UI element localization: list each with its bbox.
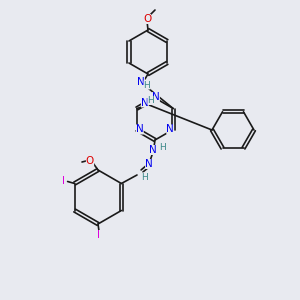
Text: O: O bbox=[86, 156, 94, 166]
Text: H: H bbox=[144, 80, 150, 89]
Text: H: H bbox=[160, 142, 167, 152]
Text: N: N bbox=[166, 124, 174, 134]
Text: N: N bbox=[145, 159, 153, 169]
Text: O: O bbox=[143, 14, 151, 24]
Text: N: N bbox=[152, 92, 160, 102]
Text: N: N bbox=[141, 98, 149, 107]
Text: H: H bbox=[142, 172, 148, 182]
Text: N: N bbox=[137, 77, 145, 87]
Text: H: H bbox=[147, 96, 154, 105]
Text: N: N bbox=[136, 124, 144, 134]
Text: I: I bbox=[62, 176, 65, 187]
Text: N: N bbox=[149, 145, 157, 155]
Text: I: I bbox=[98, 230, 100, 240]
